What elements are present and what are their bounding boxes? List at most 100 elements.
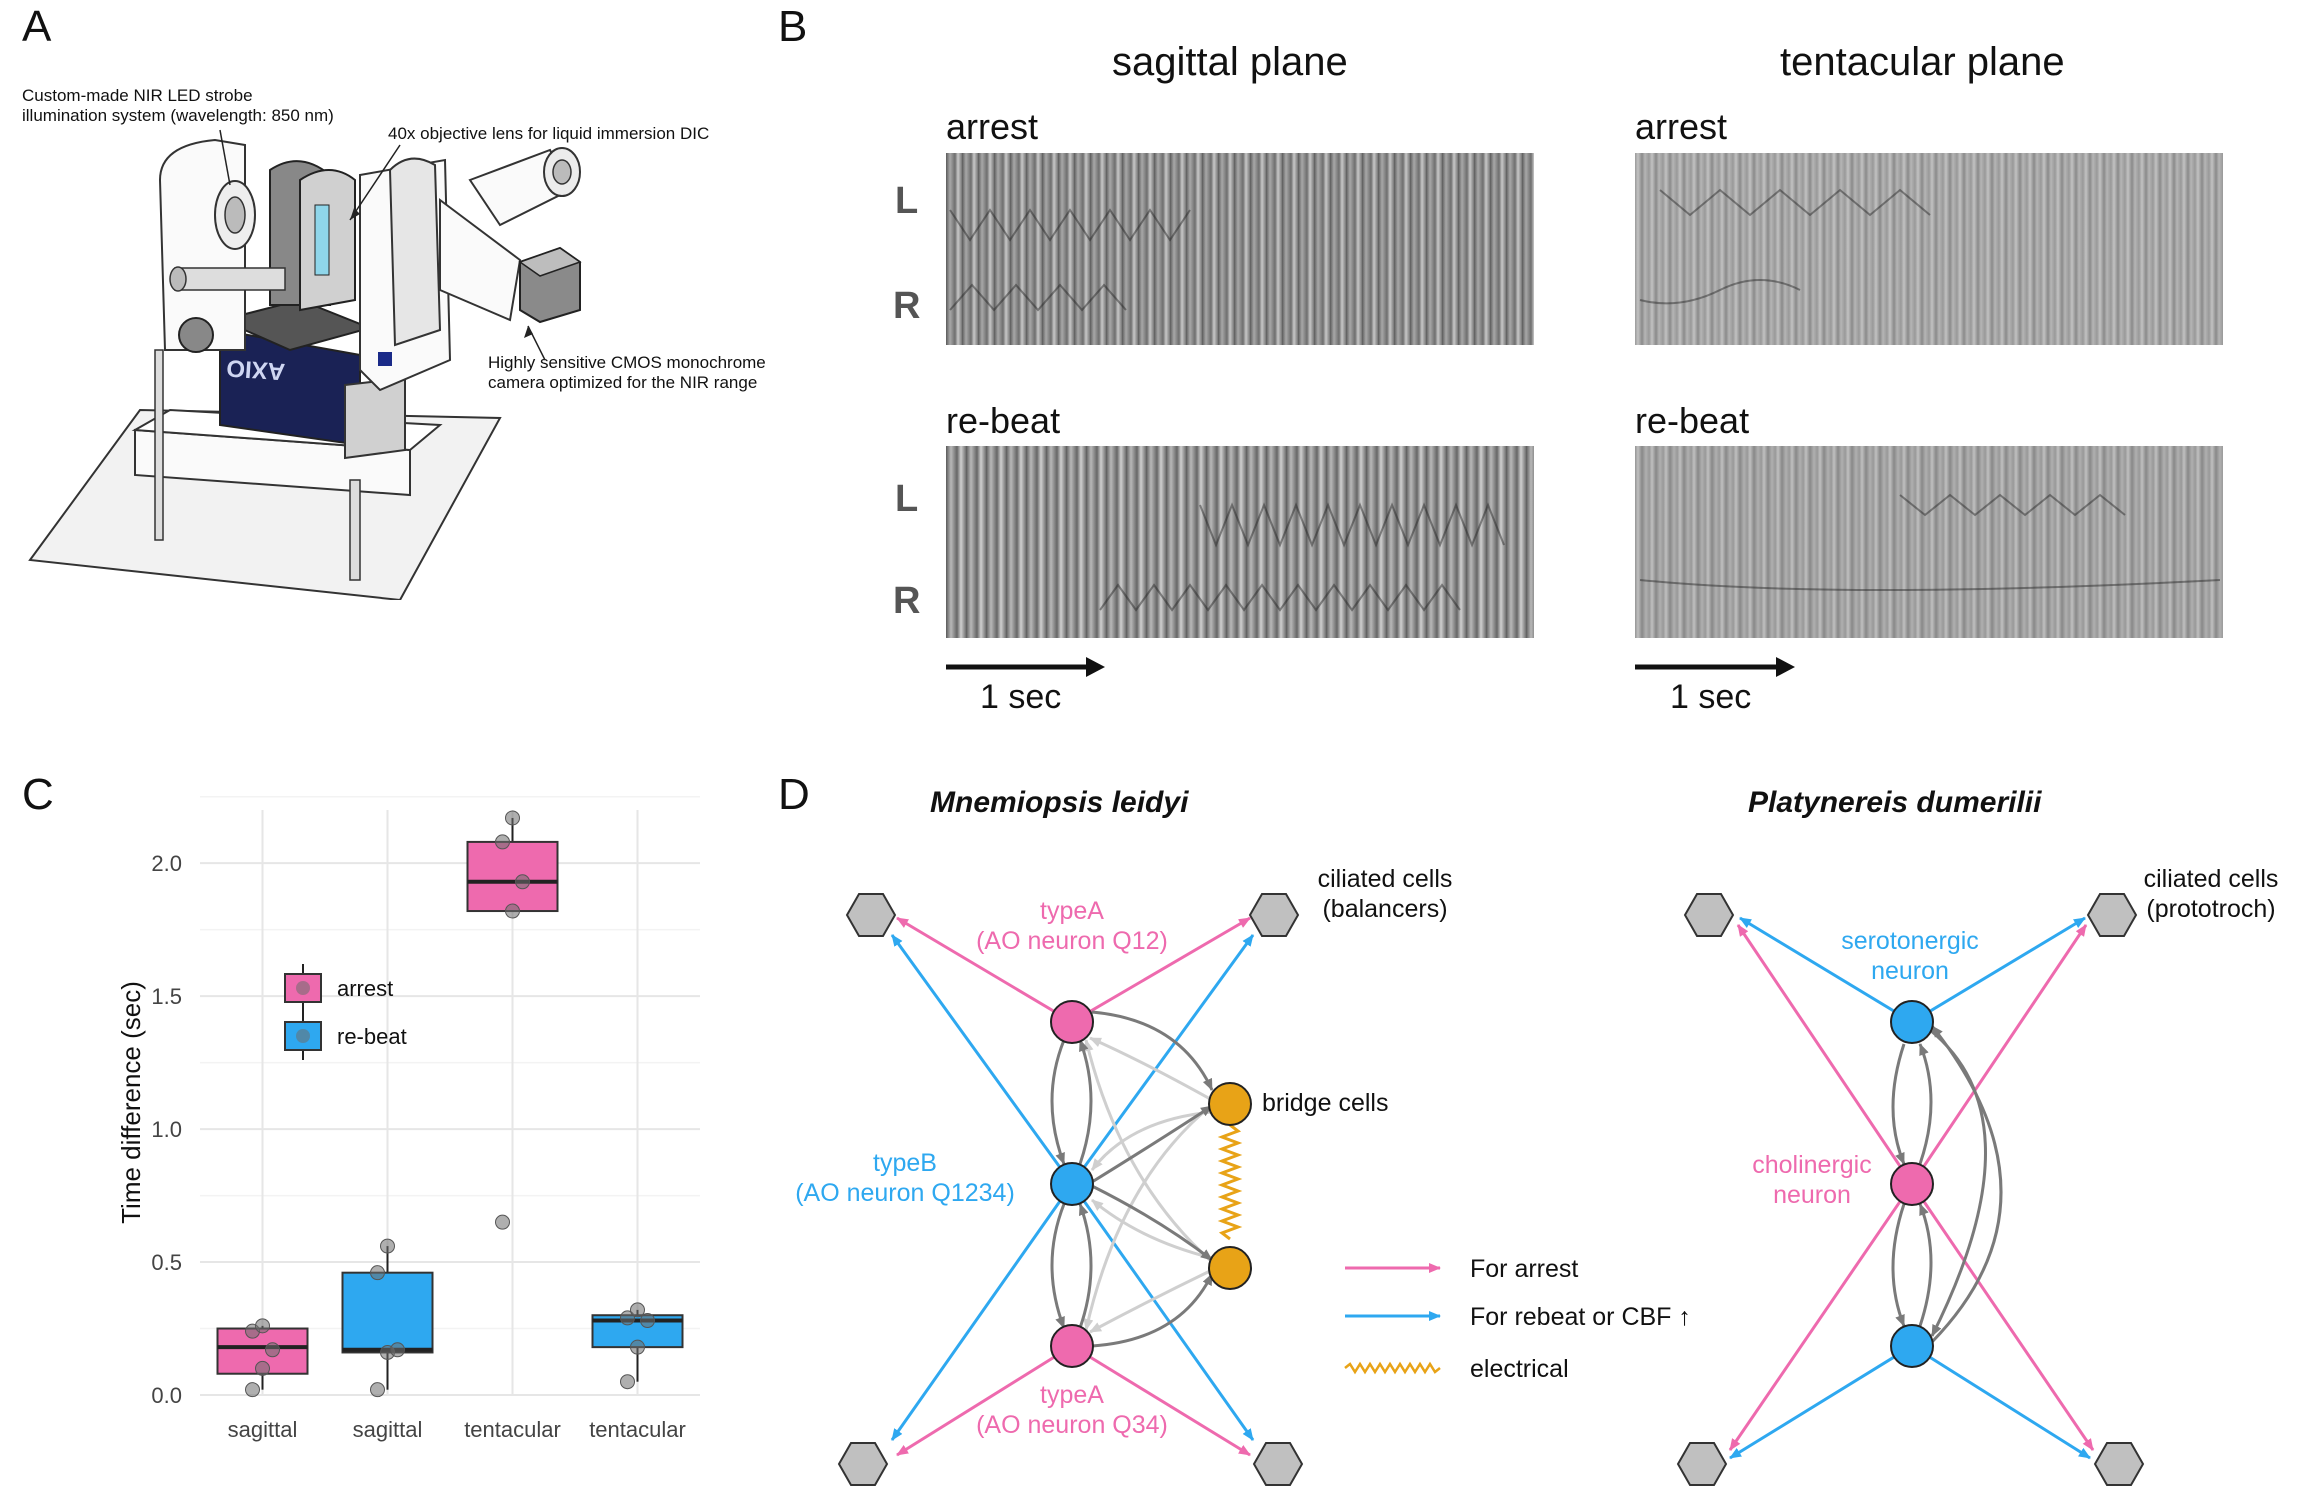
hexagon-top-left	[845, 893, 897, 937]
camera-annotation-line-2: camera optimized for the NIR range	[488, 373, 758, 392]
data-point	[265, 1342, 280, 1358]
typeA-bottom-label-1: typeA	[1040, 1381, 1104, 1409]
ciliated-cell-hexagons-left	[837, 893, 1304, 1486]
typeA-top-node	[1050, 1000, 1094, 1044]
typeB-label-2: (AO neuron Q1234)	[795, 1179, 1015, 1207]
typeA-bottom-label-2: (AO neuron Q34)	[976, 1411, 1168, 1439]
led-annotation-line-1: Custom-made NIR LED strobe	[22, 86, 253, 105]
data-point	[495, 1214, 510, 1230]
data-point	[255, 1318, 270, 1334]
x-tick-label: tentacular	[589, 1417, 686, 1442]
data-point	[370, 1265, 385, 1281]
hexagon-bottom-right	[1252, 1442, 1304, 1486]
data-point	[515, 874, 530, 890]
typeB-label-1: typeB	[873, 1149, 937, 1177]
legend-arrest-label: For arrest	[1470, 1255, 1579, 1283]
legend-key-point	[296, 1029, 310, 1043]
data-point	[390, 1342, 405, 1358]
balancers-label-1: ciliated cells	[1317, 865, 1453, 893]
data-point	[370, 1382, 385, 1398]
data-point	[255, 1360, 270, 1376]
typeA-top-label-2: (AO neuron Q12)	[976, 927, 1168, 955]
serotonergic-label: serotonergic neuron	[1810, 926, 2010, 986]
prototroch-label: ciliated cells (prototroch)	[2126, 864, 2296, 924]
data-point	[495, 834, 510, 850]
tentacular-scale-label: 1 sec	[1670, 678, 1752, 716]
x-tick-label: sagittal	[228, 1417, 298, 1442]
x-tick-label: tentacular	[464, 1417, 561, 1442]
left-species-title: Mnemiopsis leidyi	[930, 786, 1189, 819]
data-point	[620, 1310, 635, 1326]
typeA-top-label-1: typeA	[1040, 897, 1104, 925]
objective-annotation: 40x objective lens for liquid immersion …	[388, 124, 710, 143]
legend-label: arrest	[337, 976, 393, 1001]
y-tick-label: 0.5	[151, 1250, 182, 1275]
rebeat-left-label: L	[895, 478, 919, 520]
typeA-top-label: typeA (AO neuron Q12)	[952, 896, 1192, 956]
sagittal-rebeat-label: re-beat	[946, 400, 1061, 441]
tentacular-rebeat-label: re-beat	[1635, 400, 1750, 441]
hexagon-bottom-left-right	[1676, 1442, 1728, 1486]
platynereis-network	[1728, 916, 2095, 1460]
bridge-cells-label: bridge cells	[1262, 1089, 1389, 1117]
hexagon-top-right-right	[2086, 893, 2138, 937]
mnemiopsis-network	[890, 916, 1255, 1457]
prototroch-label-1: ciliated cells	[2143, 865, 2279, 893]
x-tick-label: sagittal	[353, 1417, 423, 1442]
data-point	[380, 1238, 395, 1254]
microscope-illustration: AXIO	[28, 129, 582, 600]
typeB-label: typeB (AO neuron Q1234)	[770, 1148, 1040, 1208]
sagittal-plane-title: sagittal plane	[1112, 40, 1348, 84]
camera-annotation: Highly sensitive CMOS monochrome camera …	[488, 353, 766, 393]
sagittal-scale-label: 1 sec	[980, 678, 1062, 716]
typeB-node	[1050, 1162, 1094, 1206]
kymograph-tentacular-arrest	[1635, 153, 2223, 345]
kymograph-tentacular-rebeat	[1635, 446, 2223, 638]
tentacular-plane-title: tentacular plane	[1780, 40, 2065, 84]
legend-electrical-line	[1344, 1361, 1441, 1375]
legend-electrical-label: electrical	[1470, 1355, 1569, 1383]
hexagon-bottom-left	[837, 1442, 889, 1486]
camera-annotation-line-1: Highly sensitive CMOS monochrome	[488, 353, 766, 372]
hexagon-top-left-right	[1683, 893, 1735, 937]
tentacular-arrest-label: arrest	[1635, 106, 1728, 147]
typeA-bottom-label: typeA (AO neuron Q34)	[952, 1380, 1192, 1440]
y-tick-label: 1.5	[151, 984, 182, 1009]
kymograph-sagittal-arrest	[946, 153, 1534, 345]
arrest-right-label: R	[893, 285, 921, 327]
data-point	[505, 810, 520, 826]
network-legend	[1344, 1263, 1441, 1375]
y-tick-label: 2.0	[151, 851, 182, 876]
panel-letter-d: D	[778, 770, 810, 819]
bridge-cell-bottom-node	[1208, 1246, 1252, 1290]
axio-logo: AXIO	[226, 354, 286, 385]
legend-rebeat-label: For rebeat or CBF ↑	[1470, 1303, 1691, 1331]
arrest-left-label: L	[895, 180, 919, 222]
box-arrest	[466, 840, 559, 913]
box-plot-chart: 0.0 0.5 1.0 1.5 2.0 sagittal sagittal tentacula…	[116, 795, 700, 1442]
led-annotation-line-2: illumination system (wavelength: 850 nm)	[22, 106, 334, 125]
led-annotation: Custom-made NIR LED strobe illumination …	[22, 86, 334, 126]
hexagon-top-right	[1248, 893, 1300, 937]
bridge-cell-top-node	[1208, 1082, 1252, 1126]
serotonergic-node	[1890, 1000, 1934, 1044]
data-point	[620, 1374, 635, 1390]
panel-letter-a: A	[22, 2, 52, 51]
typeA-bottom-node	[1050, 1324, 1094, 1368]
panel-letter-b: B	[778, 2, 808, 51]
y-tick-label: 1.0	[151, 1117, 182, 1142]
data-point	[630, 1302, 645, 1318]
cholinergic-label-1: cholinergic	[1752, 1151, 1872, 1179]
cholinergic-label-2: neuron	[1773, 1181, 1851, 1209]
serotonergic-label-2: neuron	[1871, 957, 1949, 985]
y-axis-label: Time difference (sec)	[116, 981, 146, 1224]
prototroch-label-2: (prototroch)	[2146, 895, 2276, 923]
balancers-label-2: (balancers)	[1322, 895, 1448, 923]
panel-letter-c: C	[22, 770, 54, 819]
cholinergic-node	[1890, 1162, 1934, 1206]
cholinergic-label: cholinergic neuron	[1722, 1150, 1902, 1210]
data-point	[505, 903, 520, 919]
y-tick-label: 0.0	[151, 1383, 182, 1408]
data-point	[640, 1313, 655, 1329]
